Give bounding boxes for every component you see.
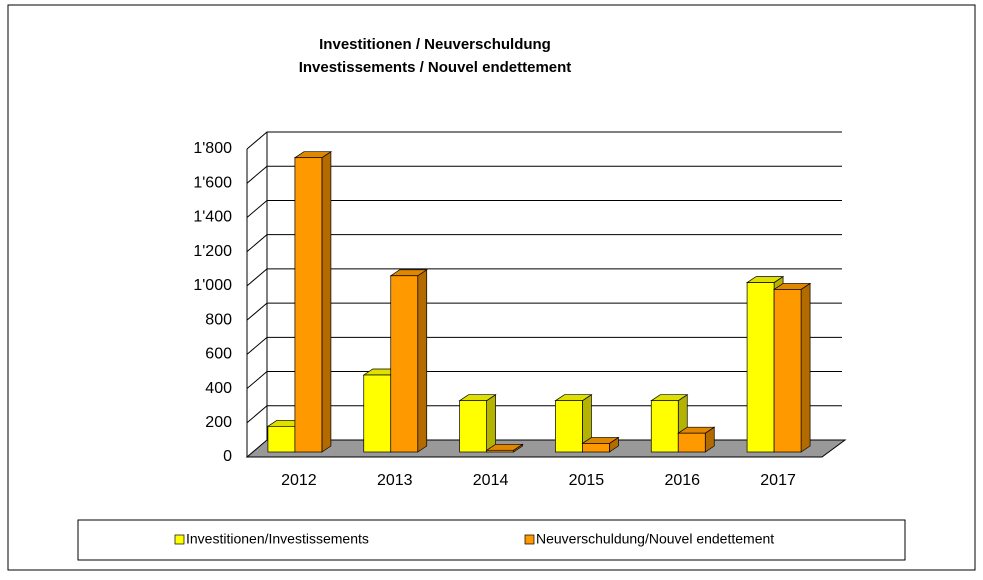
bar [486,449,514,453]
x-tick-label: 2014 [473,472,509,489]
y-tick-label: 200 [205,414,232,431]
y-tick-label: 1'200 [193,243,232,260]
bar-side [800,282,811,453]
x-tick-label: 2013 [377,472,413,489]
x-tick-label: 2015 [569,472,605,489]
bar [582,443,610,453]
bar [294,157,323,453]
y-tick-label: 600 [205,346,232,363]
bar [773,289,802,453]
y-tick-label: 1'000 [193,277,232,294]
chart-title: Investitionen / Neuverschuldung [319,36,551,53]
y-tick-label: 400 [205,380,232,397]
y-tick-label: 1'400 [193,209,232,226]
bar [746,282,775,453]
bar-side [417,269,428,453]
x-tick-label: 2012 [281,472,317,489]
y-tick-label: 800 [205,311,232,328]
x-tick-label: 2017 [760,472,796,489]
legend-swatch [174,534,185,545]
x-tick-label: 2016 [664,472,700,489]
bar [459,400,487,453]
y-tick-label: 1'600 [193,174,232,191]
bar-side [486,394,496,453]
bar-side [321,151,332,453]
bar [677,432,706,453]
bar [363,374,392,453]
bar [555,400,583,453]
legend-box [77,519,906,561]
y-tick-label: 0 [223,448,232,465]
legend-swatch [524,534,535,545]
bar [267,425,296,453]
y-tick-label: 1'800 [193,140,232,157]
bar [650,400,679,453]
chart-frame [7,4,976,571]
bar [390,275,419,453]
chart-subtitle: Investissements / Nouvel endettement [299,59,572,76]
legend-label: Neuverschuldung/Nouvel endettement [536,531,774,547]
legend-label: Investitionen/Investissements [186,531,369,547]
